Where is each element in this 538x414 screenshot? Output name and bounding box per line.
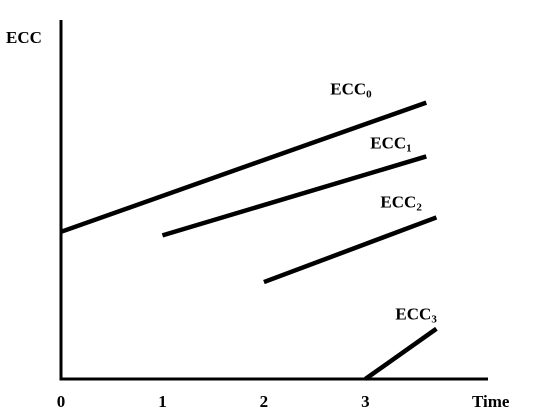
x-tick-label-3: 3 <box>361 392 370 411</box>
x-tick-labels: 0 1 2 3 <box>57 392 370 411</box>
x-tick-label-0: 0 <box>57 392 66 411</box>
series-line-ecc1 <box>161 154 427 238</box>
series-label-ecc1: ECC1 <box>370 133 411 154</box>
series-line-ecc3 <box>364 326 438 381</box>
series-label-ecc0: ECC0 <box>330 80 372 101</box>
x-axis-title: Time <box>472 392 510 411</box>
x-tick-label-2: 2 <box>260 392 269 411</box>
series-group: ECC0 ECC1 ECC2 ECC3 <box>60 80 438 381</box>
series-label-ecc3: ECC3 <box>395 305 437 326</box>
series-line-ecc0 <box>60 100 428 234</box>
series-label-ecc2: ECC2 <box>380 192 422 213</box>
series-line-ecc2 <box>263 215 438 285</box>
x-tick-label-1: 1 <box>158 392 167 411</box>
y-axis-title: ECC <box>6 28 42 47</box>
